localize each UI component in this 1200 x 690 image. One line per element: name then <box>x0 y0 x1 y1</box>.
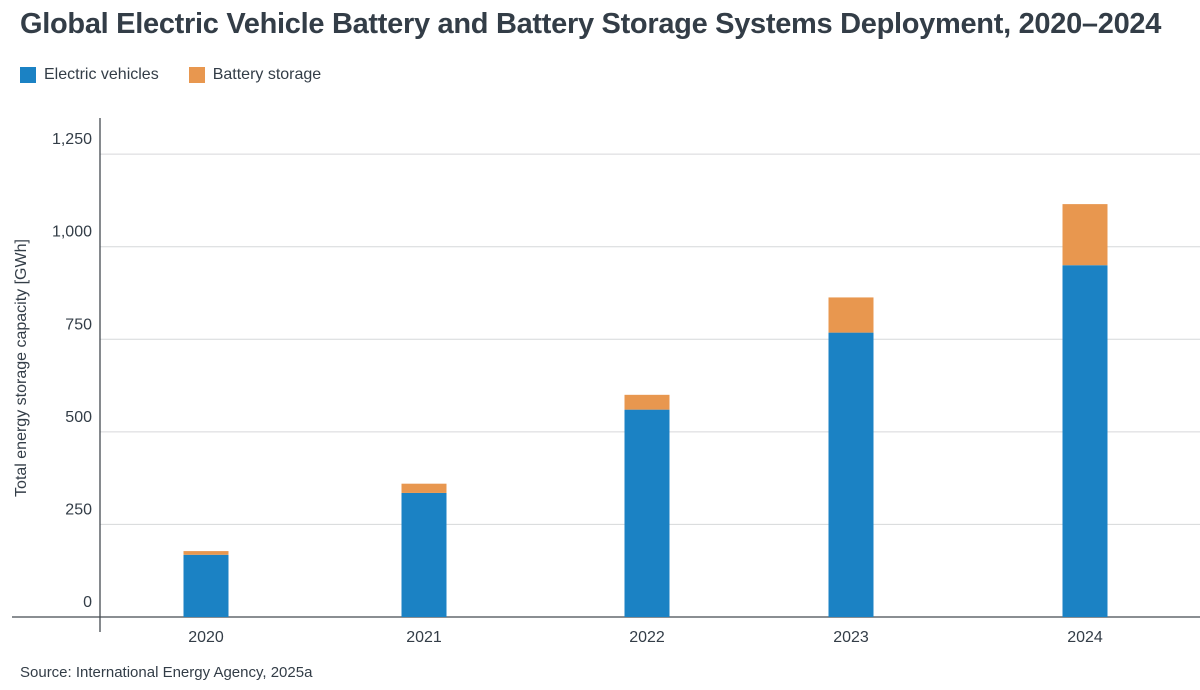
legend: Electric vehicles Battery storage <box>20 66 351 84</box>
y-tick-label-500: 500 <box>65 409 92 426</box>
bar-electric-vehicles-2020 <box>183 554 229 617</box>
legend-swatch-electric-vehicles <box>20 67 36 83</box>
x-tick-label-2022: 2022 <box>629 629 665 646</box>
legend-label-electric-vehicles: Electric vehicles <box>44 66 159 83</box>
y-tick-label-1250: 1,250 <box>52 131 92 148</box>
bar-battery-storage-2021 <box>401 483 447 493</box>
bar-battery-storage-2020 <box>183 551 229 555</box>
bar-battery-storage-2024 <box>1062 204 1108 266</box>
x-tick-label-2023: 2023 <box>833 629 869 646</box>
legend-label-battery-storage: Battery storage <box>212 66 322 83</box>
bar-electric-vehicles-2023 <box>828 332 874 617</box>
y-tick-label-250: 250 <box>65 501 92 518</box>
x-tick-label-2021: 2021 <box>406 629 442 646</box>
y-tick-label-750: 750 <box>65 316 92 333</box>
chart-title: Global Electric Vehicle Battery and Batt… <box>20 8 1162 40</box>
legend-item-electric-vehicles: Electric vehicles <box>20 66 159 84</box>
legend-item-battery-storage: Battery storage <box>188 66 322 84</box>
y-tick-label-0: 0 <box>83 594 92 611</box>
x-tick-label-2020: 2020 <box>188 629 224 646</box>
bar-battery-storage-2023 <box>828 297 874 333</box>
bar-battery-storage-2022 <box>624 394 670 410</box>
bar-electric-vehicles-2024 <box>1062 265 1108 617</box>
bar-electric-vehicles-2021 <box>401 492 447 617</box>
source-note: Source: International Energy Agency, 202… <box>20 664 313 681</box>
x-tick-label-2024: 2024 <box>1067 629 1103 646</box>
legend-swatch-battery-storage <box>188 67 205 83</box>
y-tick-label-1000: 1,000 <box>52 224 92 241</box>
bar-electric-vehicles-2022 <box>624 409 670 617</box>
